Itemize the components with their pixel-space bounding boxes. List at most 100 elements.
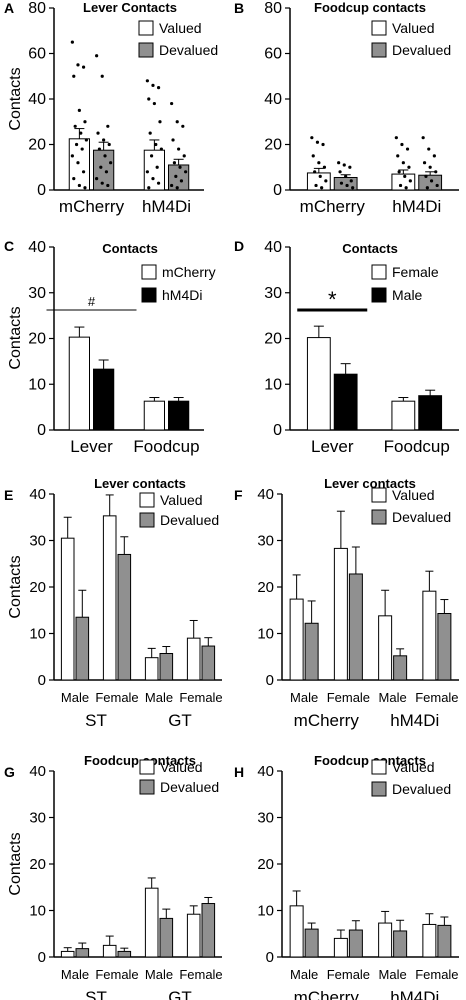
y-tick-label: 10	[29, 903, 46, 920]
chart-title: Foodcup contacts	[314, 753, 426, 768]
y-tick-label: 20	[29, 856, 46, 873]
y-axis-label: Contacts	[7, 555, 24, 618]
bar	[289, 598, 304, 681]
data-point	[184, 170, 188, 174]
legend-swatch	[141, 264, 157, 280]
bar	[75, 948, 90, 958]
x-group-label: ST	[85, 988, 107, 1000]
y-tick-label: 30	[28, 285, 46, 302]
bar	[102, 944, 117, 958]
data-point	[178, 165, 182, 169]
data-point	[337, 161, 341, 165]
x-group-label: Foodcup	[133, 437, 199, 456]
legend-label: Valued	[392, 20, 435, 36]
bar	[348, 929, 363, 958]
legend-swatch	[138, 42, 154, 58]
y-tick-label: 0	[38, 949, 46, 966]
data-point	[425, 186, 429, 190]
y-tick-label: 0	[273, 182, 282, 199]
x-category-label: Female	[179, 690, 222, 705]
x-group-label: hM4Di	[142, 197, 191, 216]
bar	[143, 149, 165, 191]
bar	[144, 657, 159, 681]
y-tick-label: 0	[38, 672, 46, 689]
bar	[60, 537, 75, 681]
bar	[393, 930, 408, 958]
y-tick-label: 60	[264, 46, 282, 63]
data-point	[147, 97, 151, 101]
bar	[75, 616, 90, 681]
y-tick-label: 0	[273, 422, 282, 439]
data-point	[342, 163, 346, 167]
y-tick-label: 20	[29, 579, 46, 596]
data-point	[99, 165, 103, 169]
data-point	[351, 186, 355, 190]
data-point	[100, 74, 104, 78]
bar	[391, 400, 416, 431]
data-point	[314, 183, 318, 188]
x-group-label: Foodcup	[384, 437, 450, 456]
data-point	[434, 170, 438, 174]
legend-label: Valued	[392, 487, 435, 503]
data-point	[97, 147, 102, 151]
y-tick-label: 30	[264, 285, 282, 302]
y-tick-label: 10	[28, 376, 46, 393]
chart-title: Foodcup contacts	[314, 0, 426, 15]
data-point	[321, 142, 325, 147]
bar	[102, 515, 117, 681]
data-point	[428, 165, 432, 169]
bar	[437, 613, 452, 681]
y-tick-label: 40	[28, 91, 46, 108]
data-point	[339, 181, 344, 185]
x-category-label: Male	[145, 967, 173, 982]
legend-label: Valued	[392, 759, 435, 775]
data-point	[81, 65, 86, 69]
x-group-label: mCherry	[300, 197, 366, 216]
legend-swatch	[371, 287, 387, 303]
data-point	[158, 120, 162, 124]
data-point	[432, 154, 436, 158]
legend-swatch	[371, 264, 387, 280]
bar	[348, 573, 363, 681]
data-point	[394, 136, 398, 140]
chart-title: Contacts	[342, 241, 398, 256]
x-category-label: Male	[379, 690, 407, 705]
bar	[333, 547, 348, 681]
y-tick-label: 10	[257, 626, 274, 643]
data-point	[106, 183, 110, 188]
x-group-label: Lever	[311, 437, 354, 456]
data-point	[172, 161, 177, 165]
x-group-label: mCherry	[294, 711, 360, 730]
data-point	[320, 186, 324, 190]
data-point	[435, 183, 439, 188]
legend-label: Devalued	[160, 512, 219, 528]
data-point	[324, 179, 328, 183]
data-point	[179, 179, 184, 183]
bar	[306, 337, 331, 431]
x-category-label: Male	[61, 967, 89, 982]
data-point	[72, 74, 76, 78]
data-point	[149, 154, 154, 158]
legend-swatch	[371, 20, 387, 36]
panel-letter: G	[4, 764, 15, 780]
y-tick-label: 30	[29, 533, 46, 550]
chart-title: Lever contacts	[94, 476, 186, 491]
data-point	[429, 179, 434, 183]
data-point	[317, 161, 321, 165]
data-point	[76, 63, 80, 67]
y-tick-label: 40	[264, 91, 282, 108]
bar	[418, 395, 443, 431]
data-point	[422, 161, 427, 165]
data-point	[424, 174, 428, 178]
data-point	[80, 147, 84, 151]
data-point	[76, 161, 80, 165]
data-point	[77, 108, 81, 112]
y-axis-label: Contacts	[7, 832, 24, 895]
data-point	[322, 165, 327, 169]
y-tick-label: 80	[264, 0, 282, 17]
data-point	[145, 170, 149, 174]
x-category-label: Male	[379, 967, 407, 982]
legend-swatch	[371, 509, 387, 525]
bar	[168, 400, 190, 431]
